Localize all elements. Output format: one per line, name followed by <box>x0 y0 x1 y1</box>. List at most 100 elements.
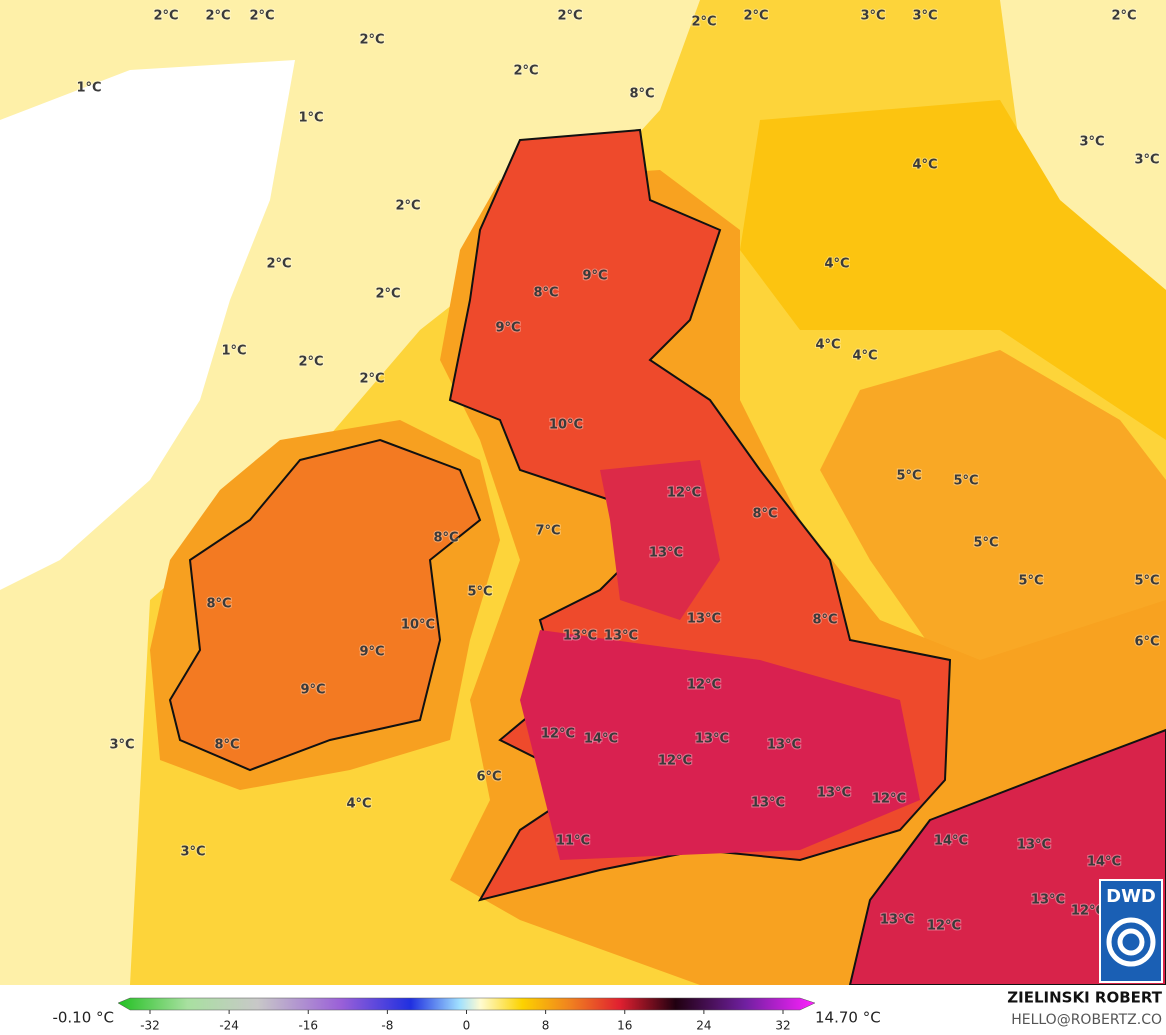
temperature-label: 3°C <box>109 738 134 753</box>
temperature-label: 13°C <box>751 796 785 811</box>
temperature-label: 13°C <box>1031 893 1065 908</box>
temperature-label: 5°C <box>1134 574 1159 589</box>
colorbar-tick-label: -32 <box>140 1019 160 1033</box>
temperature-label: 8°C <box>433 531 458 546</box>
temperature-label: 2°C <box>557 9 582 24</box>
temperature-label: 2°C <box>266 257 291 272</box>
legend-max: 14.70 °C <box>815 1009 881 1027</box>
temperature-label: 8°C <box>206 597 231 612</box>
colorbar-ticks: -32 -24 -16 -8 0 8 16 24 32 <box>140 1010 791 1033</box>
temperature-label: 12°C <box>1071 904 1105 919</box>
legend-min: -0.10 °C <box>52 1009 114 1027</box>
temperature-label: 8°C <box>533 286 558 301</box>
warm-sea <box>740 100 1166 440</box>
temperature-label: 12°C <box>667 486 701 501</box>
temperature-label: 5°C <box>973 536 998 551</box>
logo-swirl <box>1117 928 1145 956</box>
temperature-label: 13°C <box>767 738 801 753</box>
temperature-label: 3°C <box>180 845 205 860</box>
temperature-label: 4°C <box>815 338 840 353</box>
colorbar-tick-label: 0 <box>463 1019 471 1033</box>
warm-sea <box>820 350 1166 700</box>
temperature-label: 6°C <box>1134 635 1159 650</box>
temperature-label: 1°C <box>76 81 101 96</box>
temperature-label: 14°C <box>584 732 618 747</box>
temperature-label: 13°C <box>1017 838 1051 853</box>
hot-area <box>520 630 920 860</box>
temperature-label: 2°C <box>513 64 538 79</box>
temperature-label: 10°C <box>401 618 435 633</box>
temperature-label: 6°C <box>476 770 501 785</box>
temperature-label: 8°C <box>812 613 837 628</box>
temperature-label: 4°C <box>912 158 937 173</box>
label-layer: 2°C 2°C 2°C 2°C 2°C 2°C 2°C 3°C 3°C 2°C 1°C 2°C 8°C 1… <box>75 8 1160 935</box>
temperature-label: 12°C <box>927 919 961 934</box>
temperature-label: 10°C <box>549 418 583 433</box>
temperature-label: 2°C <box>153 9 178 24</box>
logo-text: DWD <box>1106 886 1156 907</box>
temperature-label: 2°C <box>691 15 716 30</box>
colorbar-tick-label: 32 <box>775 1019 790 1033</box>
temperature-label: 7°C <box>535 524 560 539</box>
temperature-label: 13°C <box>563 629 597 644</box>
temperature-label: 9°C <box>582 269 607 284</box>
colorbar-tick-label: 8 <box>542 1019 550 1033</box>
ireland <box>168 438 482 772</box>
temperature-label: 8°C <box>214 738 239 753</box>
temperature-label: 3°C <box>912 9 937 24</box>
temperature-label: 4°C <box>346 797 371 812</box>
continent <box>848 728 1166 986</box>
temperature-label: 9°C <box>359 645 384 660</box>
temperature-label: 2°C <box>375 287 400 302</box>
colorbar-tick-label: -8 <box>381 1019 393 1033</box>
temperature-label: 2°C <box>205 9 230 24</box>
temperature-label: 3°C <box>860 9 885 24</box>
temperature-label: 8°C <box>629 87 654 102</box>
colorbar-tick-label: 16 <box>617 1019 632 1033</box>
temperature-label: 5°C <box>1018 574 1043 589</box>
temperature-label: 2°C <box>395 199 420 214</box>
colorbar-tick-label: -16 <box>298 1019 318 1033</box>
dwd-logo: DWD <box>1099 879 1163 983</box>
temperature-label: 12°C <box>872 792 906 807</box>
colorbar-tick-label: 24 <box>696 1019 711 1033</box>
temperature-label: 1°C <box>221 344 246 359</box>
temperature-label: 12°C <box>687 678 721 693</box>
temperature-label: 13°C <box>604 629 638 644</box>
temperature-label: 2°C <box>249 9 274 24</box>
temperature-label: 2°C <box>359 33 384 48</box>
temperature-label: 13°C <box>695 732 729 747</box>
colorbar-tick-label: -24 <box>219 1019 239 1033</box>
temperature-label: 11°C <box>556 834 590 849</box>
temperature-label: 5°C <box>953 474 978 489</box>
map <box>0 0 1166 986</box>
temperature-label: 1°C <box>298 111 323 126</box>
temperature-label: 2°C <box>1111 9 1136 24</box>
cold-area <box>0 60 295 590</box>
temperature-label: 4°C <box>852 349 877 364</box>
credit-author: ZIELINSKI ROBERT <box>1007 989 1162 1007</box>
cool-area <box>1000 0 1166 330</box>
temperature-label: 8°C <box>752 507 777 522</box>
temperature-label: 2°C <box>298 355 323 370</box>
temperature-label: 2°C <box>359 372 384 387</box>
temperature-label: 14°C <box>934 834 968 849</box>
temperature-label: 9°C <box>495 321 520 336</box>
temperature-label: 5°C <box>467 585 492 600</box>
temperature-label: 13°C <box>880 913 914 928</box>
temperature-label: 9°C <box>300 683 325 698</box>
temperature-label: 5°C <box>896 469 921 484</box>
temperature-label: 4°C <box>824 257 849 272</box>
temperature-label: 2°C <box>743 9 768 24</box>
credit-contact: HELLO@ROBERTZ.CO <box>1011 1012 1162 1028</box>
hot-area <box>600 460 720 620</box>
temperature-label: 14°C <box>1087 855 1121 870</box>
temperature-label: 12°C <box>658 754 692 769</box>
colorbar <box>117 997 816 1011</box>
temperature-label: 3°C <box>1079 135 1104 150</box>
temperature-label: 3°C <box>1134 153 1159 168</box>
temperature-label: 13°C <box>687 612 721 627</box>
temperature-label: 13°C <box>817 786 851 801</box>
logo-swirl <box>1106 917 1156 967</box>
